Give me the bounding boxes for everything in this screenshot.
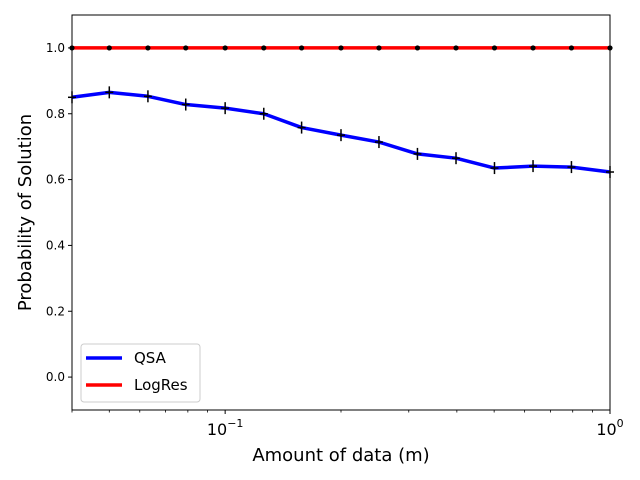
data-point-logres [106,45,112,51]
data-point-logres [491,45,498,51]
y-tick-label: 0.0 [46,370,65,384]
data-point-logres [338,45,344,51]
x-ticks: 10−1 100 [71,410,624,439]
y-tick-label: 0.8 [46,107,65,121]
series-layer [68,45,614,179]
y-tick-label: 0.2 [46,304,65,318]
data-point-logres [414,45,421,51]
x-tick-label: 100 [596,417,623,439]
legend-label-qsa: QSA [134,349,167,367]
plot-frame [71,14,611,411]
x-tick-label: 10−1 [207,417,244,439]
x-axis-label: Amount of data (m) [252,445,429,466]
data-point-logres [261,45,267,51]
y-tick-label: 0.6 [46,173,65,187]
data-point-logres [453,45,459,51]
data-point-logres [376,45,382,51]
legend-label-logres: LogRes [134,376,188,394]
legend: QSA LogRes [80,343,201,403]
y-axis-label: Probability of Solution [15,114,36,311]
data-point-logres [568,45,575,51]
data-point-logres [145,45,151,51]
y-tick-label: 0.4 [46,238,65,252]
data-point-logres [530,45,536,51]
y-ticks: 0.0 0.2 0.4 0.6 0.8 1.0 [46,41,72,384]
data-point-logres [222,45,228,51]
data-point-logres [299,45,305,51]
data-point-logres [183,45,189,51]
y-tick-label: 1.0 [46,41,65,55]
